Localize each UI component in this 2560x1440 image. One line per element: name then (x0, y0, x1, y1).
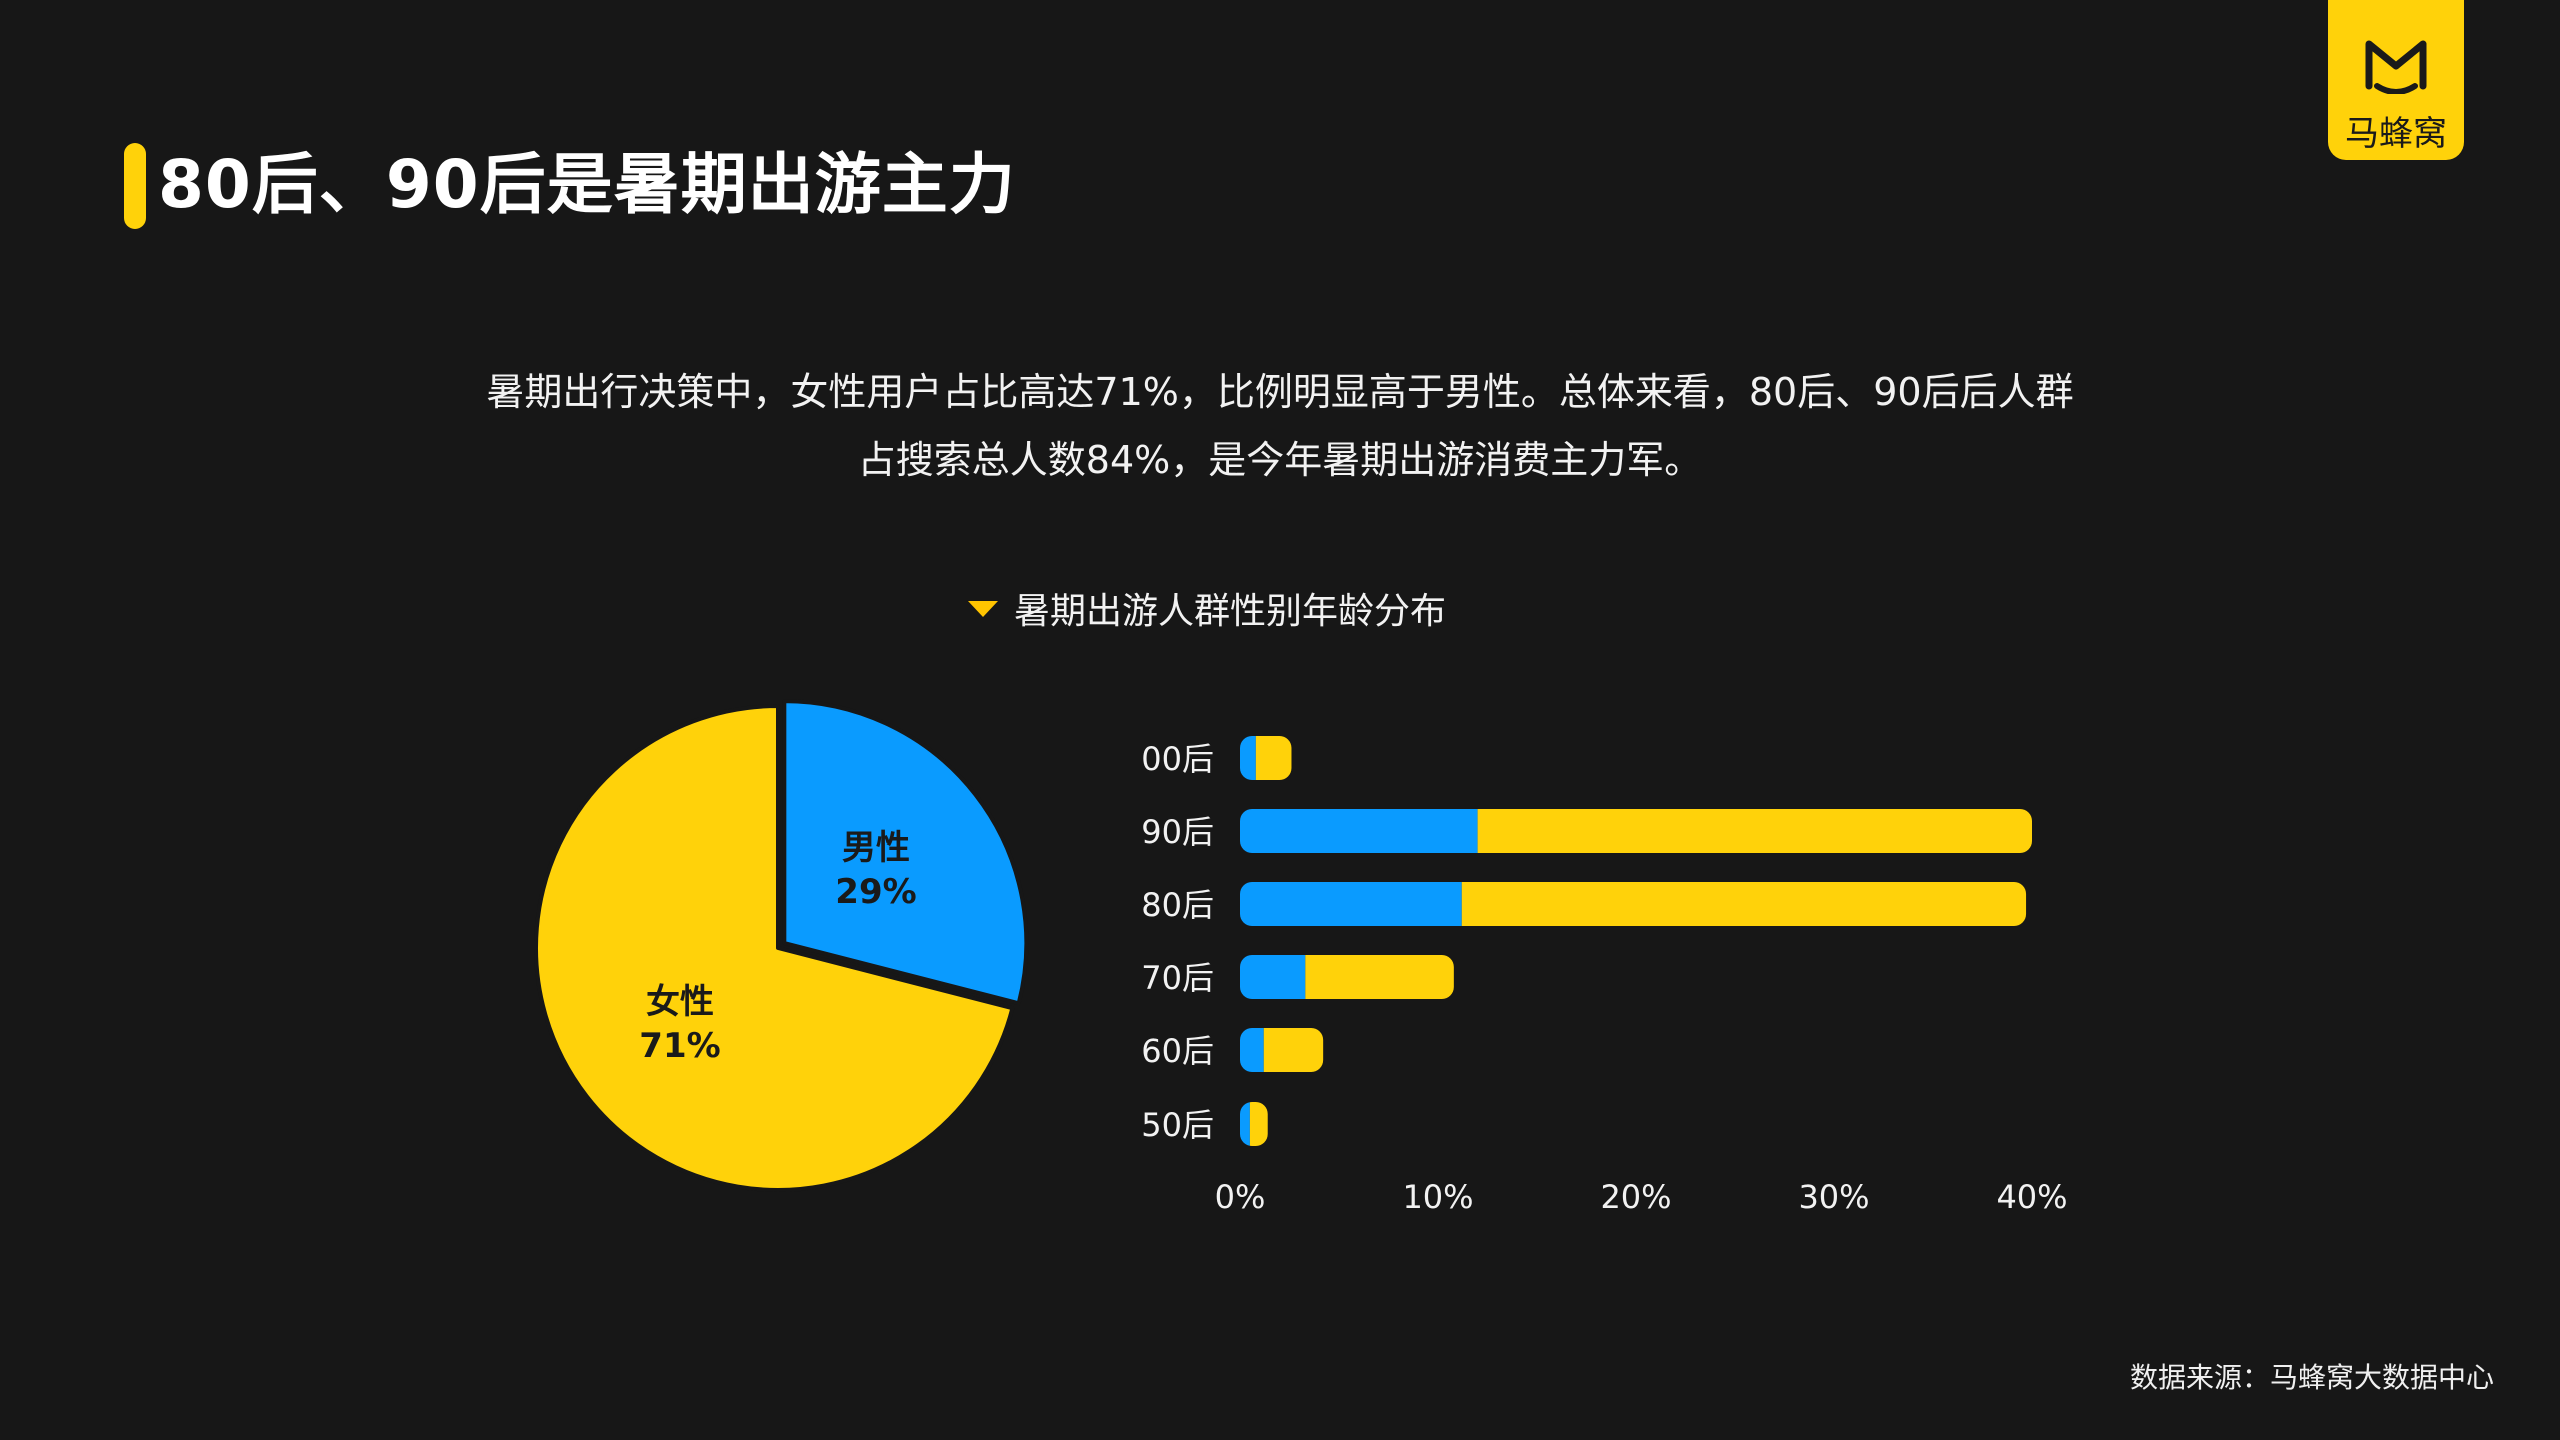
pie-label-male: 男性 29% (816, 826, 936, 914)
bar-row (1240, 809, 2032, 853)
x-tick-label: 20% (1600, 1178, 1671, 1216)
bar-row (1240, 882, 2027, 926)
bar-category-label: 80后 (1141, 886, 1214, 924)
triangle-down-icon (968, 601, 998, 617)
bar-segment-male (1240, 882, 1462, 926)
pie-label-male-name: 男性 (842, 828, 910, 868)
bar-category-label: 60后 (1141, 1032, 1214, 1070)
logo-text: 马蜂窝 (2345, 114, 2447, 154)
pie-label-male-value: 29% (835, 872, 917, 912)
bar-category-label: 70后 (1141, 959, 1214, 997)
bar-segment-female (1477, 809, 2032, 853)
chart-title-text: 暑期出游人群性别年龄分布 (1014, 591, 1447, 632)
description: 暑期出行决策中，女性用户占比高达71%，比例明显高于男性。总体来看，80后、90… (380, 358, 2180, 494)
bar-row (1240, 955, 1454, 999)
bar-category-label: 00后 (1141, 740, 1214, 778)
bar-segment-female (1461, 882, 2027, 926)
page-title: 80后、90后是暑期出游主力 (158, 146, 1016, 223)
description-line-2: 占搜索总人数84%，是今年暑期出游消费主力军。 (857, 438, 1703, 482)
bar-row (1240, 1028, 1324, 1072)
pie-label-female-value: 71% (639, 1026, 721, 1066)
bar-segment-male (1240, 1102, 1250, 1146)
x-tick-label: 0% (1215, 1178, 1266, 1216)
bar-segment-male (1240, 1028, 1264, 1072)
x-tick-label: 10% (1402, 1178, 1473, 1216)
bar-row (1240, 736, 1292, 780)
gender-pie-chart (534, 699, 1029, 1192)
pie-label-female-name: 女性 (646, 982, 714, 1022)
bar-category-label: 90后 (1141, 813, 1214, 851)
pie-label-female: 女性 71% (620, 980, 740, 1068)
bar-segment-female (1305, 955, 1454, 999)
bar-row (1240, 1102, 1268, 1146)
title-accent-bar (124, 143, 146, 229)
bar-segment-male (1240, 736, 1256, 780)
bar-segment-female (1249, 1102, 1268, 1146)
chart-title: 暑期出游人群性别年龄分布 (968, 585, 1446, 639)
data-source: 数据来源：马蜂窝大数据中心 (2129, 1361, 2494, 1394)
bar-category-label: 50后 (1141, 1106, 1214, 1144)
mafengwo-logo-icon (2365, 40, 2427, 94)
pie-slice-male (782, 699, 1029, 1006)
x-tick-label: 40% (1996, 1178, 2067, 1216)
bar-segment-female (1263, 1028, 1324, 1072)
bar-segment-male (1240, 809, 1478, 853)
brand-logo: 马蜂窝 (2328, 0, 2464, 160)
description-line-1: 暑期出行决策中，女性用户占比高达71%，比例明显高于男性。总体来看，80后、90… (486, 370, 2074, 414)
x-tick-label: 30% (1798, 1178, 1869, 1216)
pie-slice-female (534, 704, 1015, 1192)
bar-segment-male (1240, 955, 1306, 999)
bar-segment-female (1255, 736, 1292, 780)
